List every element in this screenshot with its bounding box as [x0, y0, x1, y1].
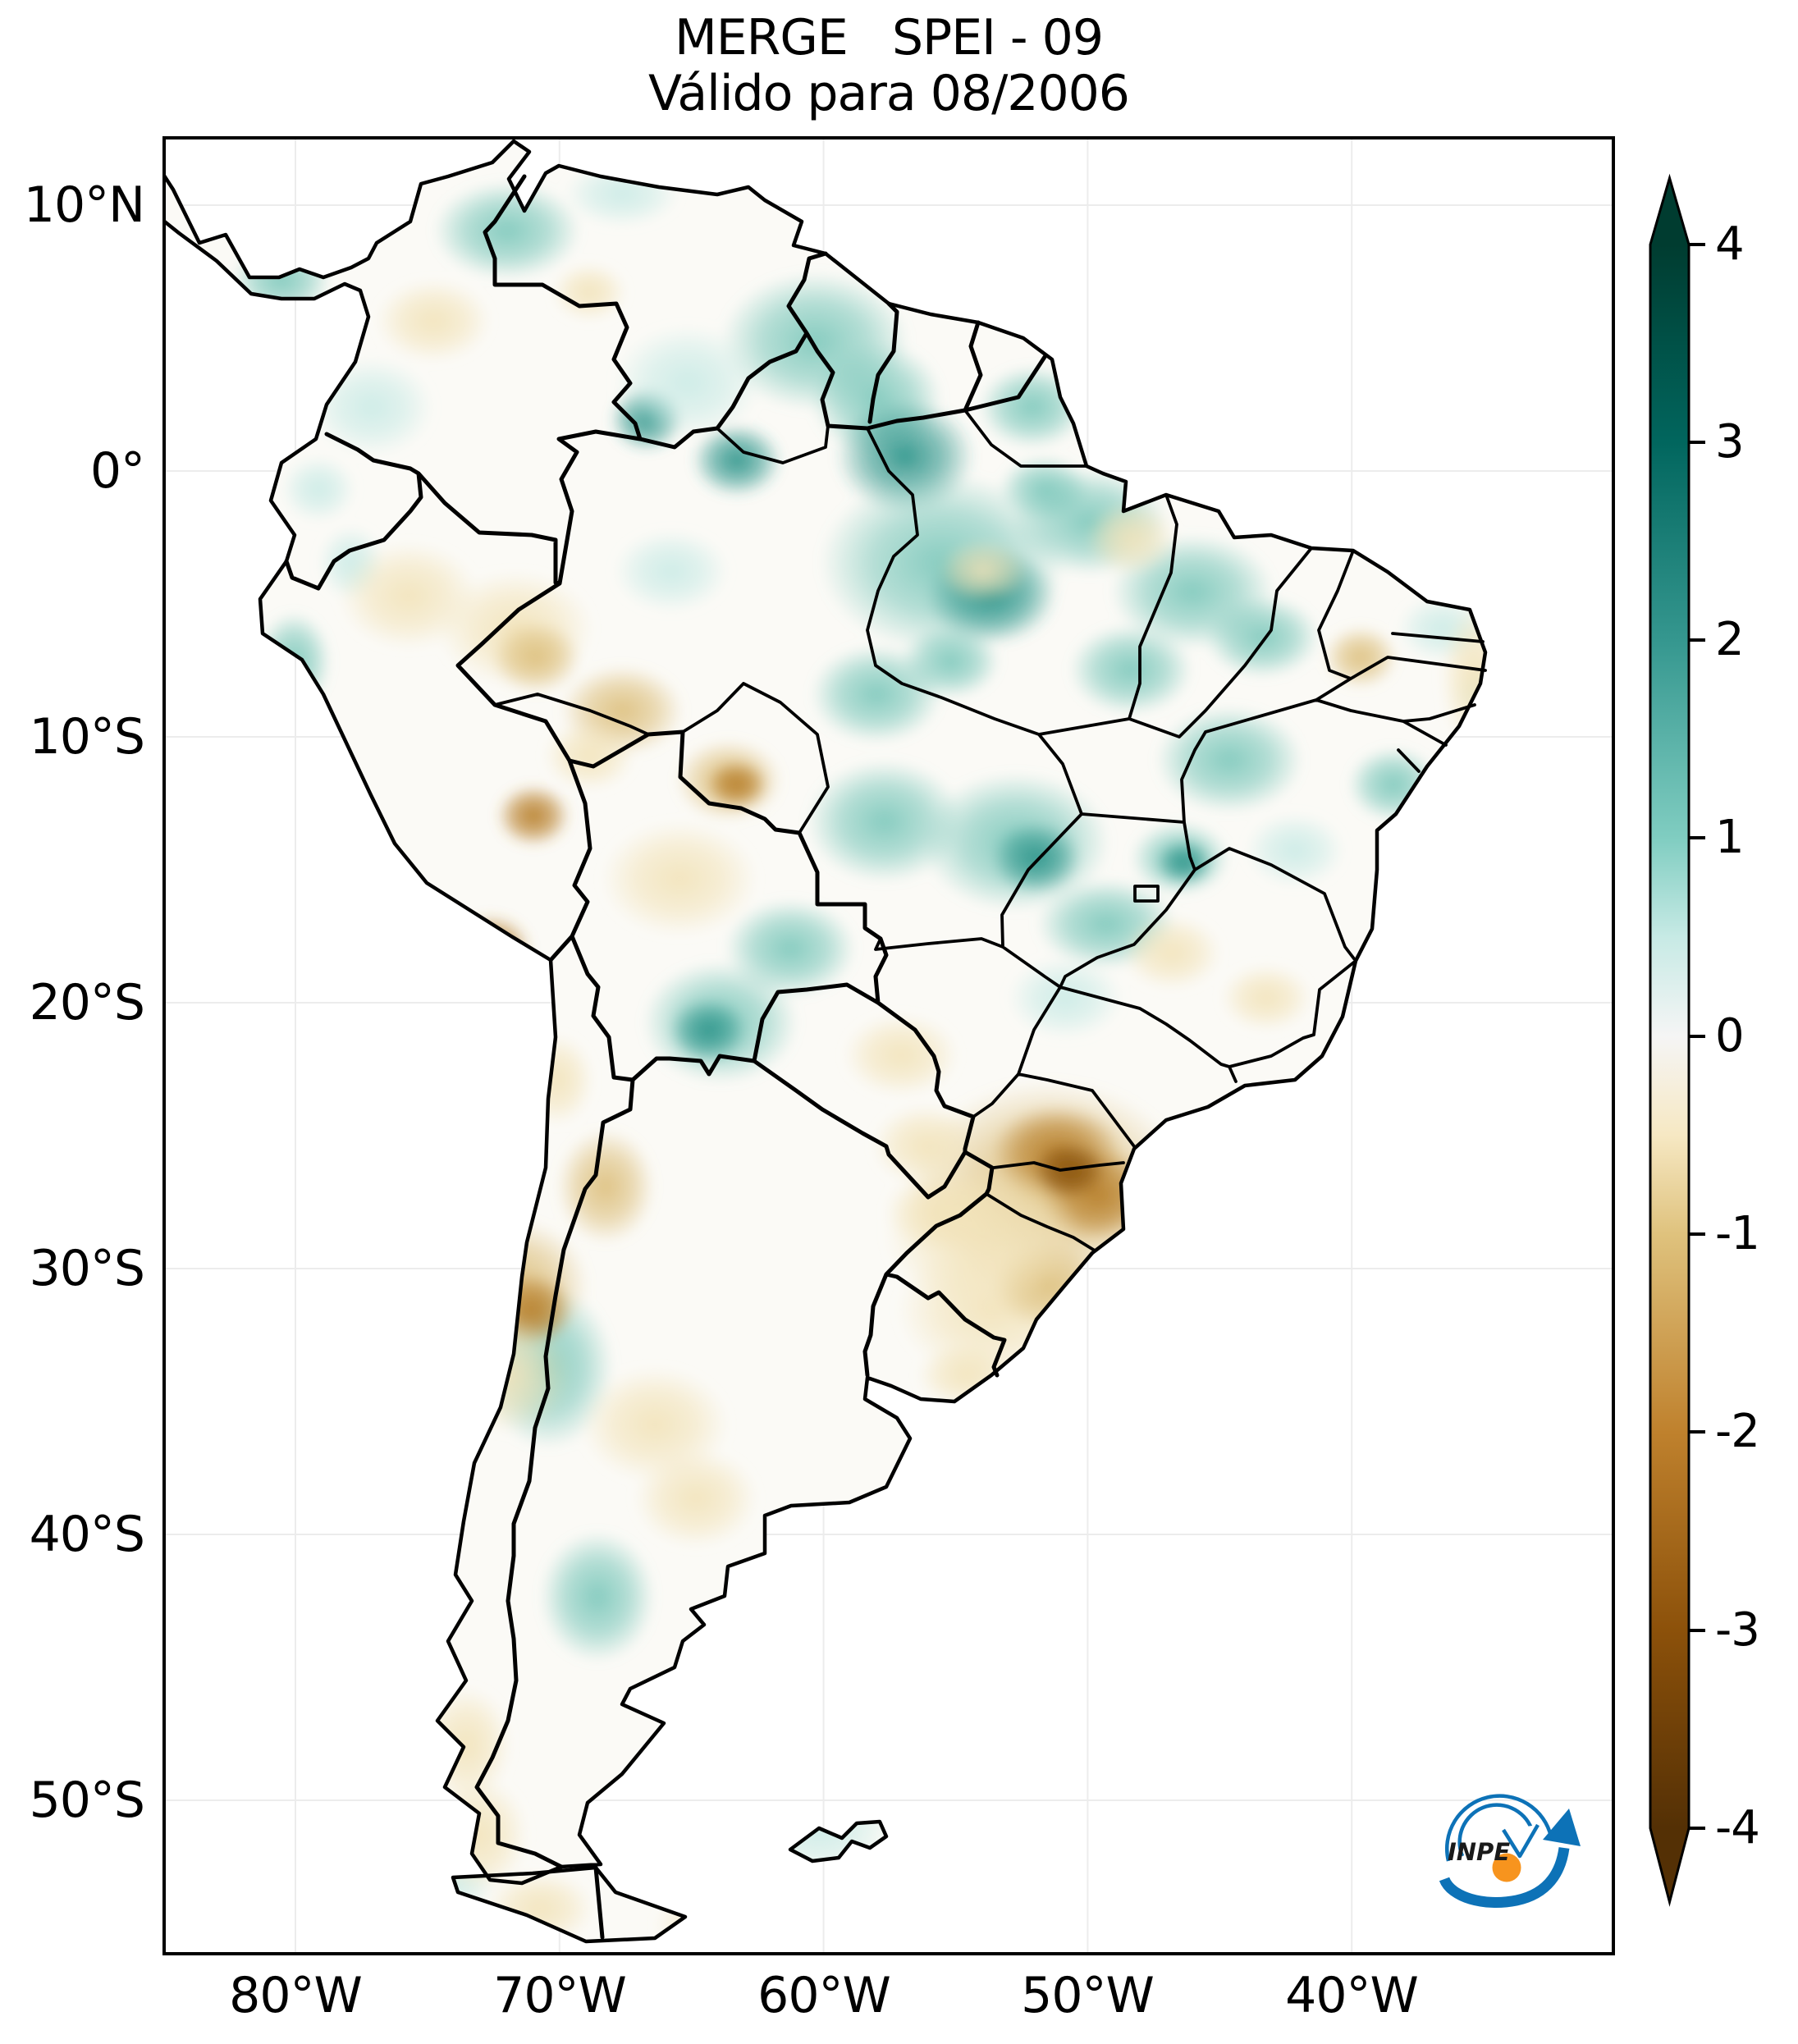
y-axis-tick-label: 10°S — [29, 708, 145, 766]
inpe-logo: INPE — [1439, 1794, 1581, 1908]
colorbar-tick-label: -4 — [1715, 1801, 1760, 1854]
colorbar-tick-label: -2 — [1715, 1405, 1760, 1458]
y-axis-tick-label: 50°S — [29, 1772, 145, 1829]
inpe-logo-arrowhead — [1543, 1809, 1581, 1846]
colorbar-tick-label: -1 — [1715, 1207, 1760, 1260]
x-axis-tick-label: 80°W — [229, 1967, 363, 2024]
x-axis-tick-label: 60°W — [757, 1967, 891, 2024]
x-axis-tick-label: 40°W — [1285, 1967, 1419, 2024]
y-axis-tick-label: 40°S — [29, 1506, 145, 1563]
colorbar-gradient — [1650, 245, 1689, 1828]
chart-title: MERGE SPEI - 09 — [674, 9, 1104, 66]
colorbar-ticks — [1689, 243, 1705, 1830]
colorbar-extend-max — [1650, 178, 1689, 245]
x-axis-tick-label: 50°W — [1021, 1967, 1155, 2024]
chart-subtitle: Válido para 08/2006 — [648, 65, 1130, 122]
colorbar-tick-label: 4 — [1715, 217, 1745, 271]
inpe-logo-swirl-inner — [1457, 1803, 1534, 1857]
state-borders — [493, 409, 1487, 1252]
colorbar-tick-label: 3 — [1715, 415, 1745, 469]
inpe-logo-swirl-outer — [1445, 1794, 1553, 1862]
y-axis-tick-label: 30°S — [29, 1240, 145, 1297]
colorbar-tick-label: -3 — [1715, 1603, 1760, 1657]
inpe-logo-big-arrow — [1439, 1846, 1570, 1908]
colorbar-extend-min — [1650, 1828, 1689, 1902]
colorbar — [1649, 173, 1705, 1907]
colorbar-tick-label: 2 — [1715, 613, 1745, 666]
map-frame — [162, 136, 1615, 1955]
inpe-logo-orange-ball — [1492, 1853, 1521, 1882]
colorbar-tick-label: 1 — [1715, 811, 1745, 864]
inpe-logo-hollow-arrow — [1502, 1823, 1540, 1859]
map-canvas: INPE — [162, 136, 1615, 1955]
inpe-logo-text: INPE — [1448, 1838, 1510, 1866]
x-axis-tick-label: 70°W — [493, 1967, 627, 2024]
y-axis-tick-label: 10°N — [23, 176, 145, 234]
colorbar-tick-label: 0 — [1715, 1009, 1745, 1063]
y-axis-tick-label: 20°S — [29, 974, 145, 1031]
y-axis-tick-label: 0° — [89, 442, 145, 500]
